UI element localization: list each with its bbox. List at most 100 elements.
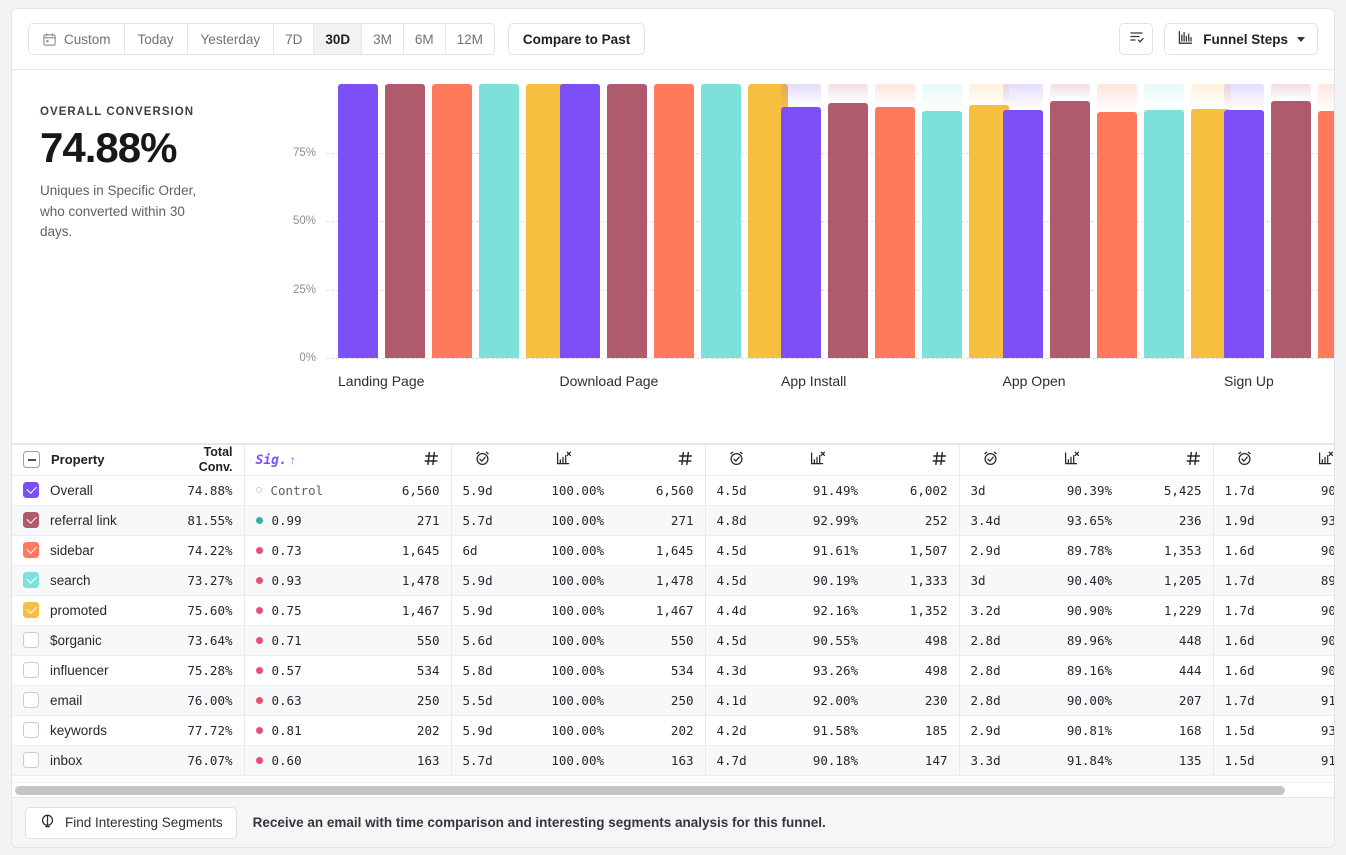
cell-conversion-rate: 93.65% [1021,505,1123,536]
chart-bar-column[interactable] [828,70,868,365]
header-step3-count[interactable] [869,445,959,476]
chart-bar-column[interactable] [1049,70,1090,365]
chart-bar-column[interactable] [559,70,600,365]
table-row[interactable]: email 76.00% 0.63 250 5.5d 100.00% 250 4.1d 92.0… [12,685,1334,716]
header-property[interactable]: Property [12,445,176,476]
chart-bar-column[interactable] [922,70,962,365]
chart-bar[interactable] [875,107,915,358]
header-step2-count[interactable] [615,445,705,476]
list-settings-button[interactable] [1119,23,1154,55]
table-row[interactable]: search 73.27% 0.93 1,478 5.9d 100.00% 1,478 4.5… [12,565,1334,596]
chart-bar[interactable] [1143,110,1184,358]
table-row[interactable]: referral link 81.55% 0.99 271 5.7d 100.00% 271… [12,505,1334,536]
chart-bar[interactable] [606,84,647,358]
chart-bar-column[interactable] [1143,70,1184,365]
chart-bar-column[interactable] [338,70,378,365]
chart-bar[interactable] [1224,109,1264,358]
chart-bar-column[interactable] [1002,70,1043,365]
chart-bar[interactable] [653,84,694,358]
table-row[interactable]: influencer 75.28% 0.57 534 5.8d 100.00% 534 4.3… [12,655,1334,686]
select-all-checkbox[interactable] [23,451,40,469]
range-button-yesterday[interactable]: Yesterday [187,24,275,54]
chart-bar[interactable] [1049,101,1090,358]
table-row[interactable]: keywords 77.72% 0.81 202 5.9d 100.00% 202 4.2d 9… [12,715,1334,746]
chart-bar[interactable] [1271,101,1311,358]
horizontal-scrollbar[interactable] [12,782,1334,797]
header-step1-count[interactable] [336,445,451,476]
range-button-today[interactable]: Today [124,24,188,54]
range-button-custom[interactable]: Custom [29,24,125,54]
cell-count: 550 [336,625,451,656]
range-button-6m[interactable]: 6M [403,24,446,54]
chart-bar[interactable] [338,84,378,358]
table-row[interactable]: $organic 73.64% 0.71 550 5.6d 100.00% 550 4.5d 9… [12,625,1334,656]
chart-bar-column[interactable] [1224,70,1264,365]
chart-bar-column[interactable] [969,70,1009,365]
range-button-3m[interactable]: 3M [362,24,404,54]
compare-to-past-button[interactable]: Compare to Past [507,23,646,55]
chart-bar-column[interactable] [432,70,472,365]
header-step4-dropoff[interactable] [1021,445,1123,476]
row-checkbox[interactable] [23,692,39,708]
table-row[interactable]: promoted 75.60% 0.75 1,467 5.9d 100.00% 1,467 4… [12,595,1334,626]
chart-group-bars [338,70,566,365]
chart-bar[interactable] [526,84,566,358]
chart-bar-column[interactable] [1318,70,1334,365]
chart-bar-column[interactable] [385,70,425,365]
range-button-30d[interactable]: 30D [314,24,363,54]
scrollbar-thumb[interactable] [15,785,1285,795]
header-step5-dropoff[interactable] [1275,445,1334,476]
table-row[interactable]: sidebar 74.22% 0.73 1,645 6d 100.00% 1,645 4.5d… [12,535,1334,566]
row-checkbox[interactable] [23,602,39,618]
chart-bar[interactable] [479,84,519,358]
header-step4-time[interactable] [958,445,1021,476]
chart-bar-column[interactable] [747,70,788,365]
chart-bar[interactable] [922,110,962,358]
header-step3-time[interactable] [704,445,767,476]
chart-bar-column[interactable] [526,70,566,365]
funnel-steps-dropdown[interactable]: Funnel Steps [1164,23,1318,55]
chart-bar[interactable] [1190,108,1231,358]
header-total-conv[interactable]: Total Conv. [176,445,244,476]
chart-bar[interactable] [432,84,472,358]
header-step3-dropoff[interactable] [767,445,869,476]
chart-bar-column[interactable] [479,70,519,365]
chart-bar[interactable] [385,84,425,358]
header-step2-dropoff[interactable] [513,445,615,476]
row-checkbox[interactable] [23,512,39,528]
chart-bar-column[interactable] [875,70,915,365]
row-checkbox[interactable] [23,482,39,498]
header-step4-count[interactable] [1123,445,1213,476]
row-checkbox[interactable] [23,542,39,558]
chart-bar[interactable] [1318,110,1334,358]
chart-bar[interactable] [1002,110,1043,358]
chart-bar[interactable] [700,84,741,358]
chart-bar-column[interactable] [606,70,647,365]
chart-bar[interactable] [559,84,600,358]
chart-bar-column[interactable] [1271,70,1311,365]
chart-bar[interactable] [1096,112,1137,358]
header-step5-time[interactable] [1212,445,1275,476]
find-interesting-segments-button[interactable]: Find Interesting Segments [25,806,237,839]
range-button-7d[interactable]: 7D [274,24,315,54]
chart-bar[interactable] [969,105,1009,358]
header-significance[interactable]: Sig. ↑ [243,445,336,476]
row-checkbox[interactable] [23,722,39,738]
table-row[interactable]: inbox 76.07% 0.60 163 5.7d 100.00% 163 4.7d 90.1… [12,745,1334,776]
row-checkbox[interactable] [23,662,39,678]
range-button-12m[interactable]: 12M [445,24,494,54]
chart-bar-column[interactable] [1190,70,1231,365]
chart-bar-column[interactable] [700,70,741,365]
header-step2-time[interactable] [450,445,513,476]
chart-bar-column[interactable] [1096,70,1137,365]
row-checkbox[interactable] [23,572,39,588]
chart-bar[interactable] [828,103,868,358]
chart-bar[interactable] [781,107,821,358]
row-checkbox[interactable] [23,752,39,768]
chart-bar-column[interactable] [653,70,694,365]
row-checkbox[interactable] [23,632,39,648]
chart-bar-column[interactable] [781,70,821,365]
cell-time-to-convert: 1.9d [1212,505,1275,536]
chart-bar[interactable] [747,84,788,358]
table-row[interactable]: Overall 74.88% Control 6,560 5.9d 100.00% 6,56… [12,475,1334,506]
